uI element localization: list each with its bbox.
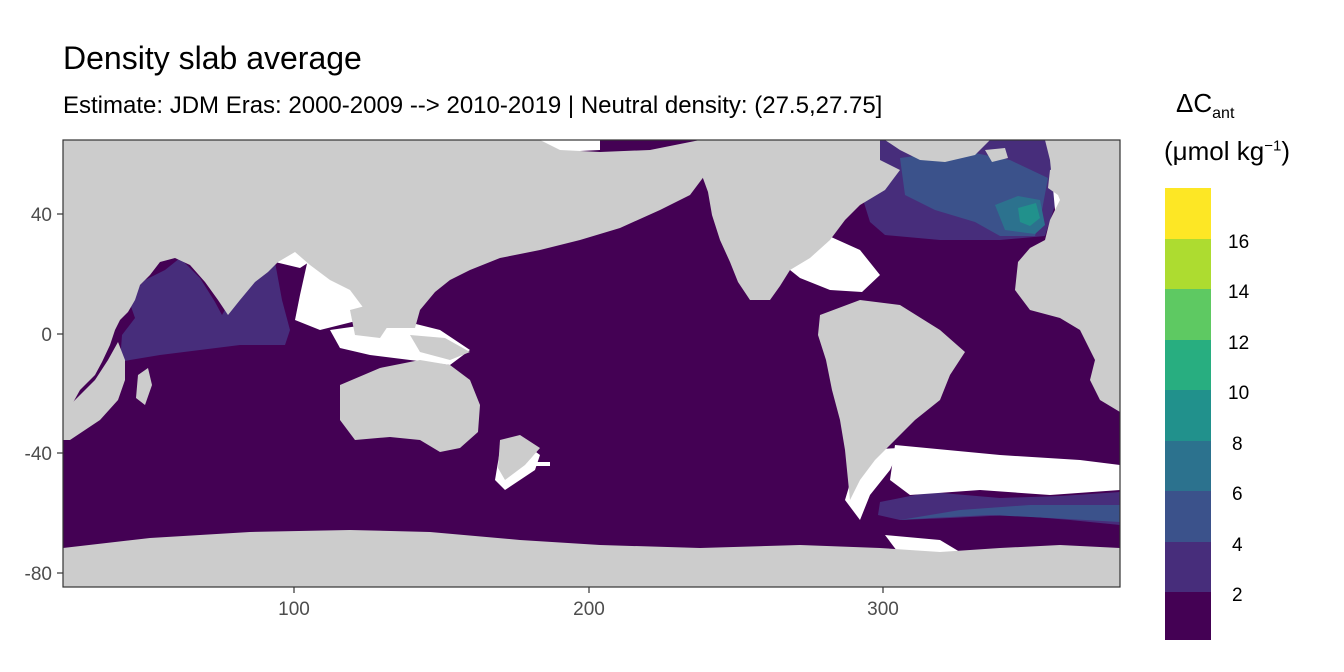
legend-unit-exponent: −1 — [1264, 137, 1282, 155]
y-axis: 40 0 -40 -80 — [25, 205, 63, 585]
x-axis: 100 200 300 — [278, 587, 899, 620]
land — [63, 140, 1120, 587]
x-tick-label: 300 — [867, 599, 899, 620]
legend-unit: (μmol kg−1) — [1164, 136, 1290, 167]
legend-swatch — [1165, 592, 1211, 640]
australia-land — [340, 360, 480, 452]
legend-label: 6 — [1232, 484, 1243, 505]
new-zealand-land — [498, 435, 540, 480]
legend-swatch — [1165, 289, 1211, 340]
europe-africa-land — [1015, 140, 1120, 412]
south-america-land — [818, 300, 965, 500]
legend-title: ΔCant — [1176, 88, 1234, 123]
africa-land — [63, 342, 125, 440]
legend-labels: 16 14 12 10 8 6 4 2 — [1228, 232, 1250, 606]
legend-label: 8 — [1232, 434, 1243, 455]
southern-ocean-anomaly-mid — [900, 505, 1120, 522]
legend-label: 12 — [1228, 333, 1249, 354]
greenland-land — [885, 140, 990, 162]
y-tick-label: -80 — [25, 564, 52, 585]
legend-label: 4 — [1232, 535, 1243, 556]
legend-label: 2 — [1232, 585, 1243, 606]
legend-label: 10 — [1228, 383, 1249, 404]
legend-swatch — [1165, 441, 1211, 491]
legend-swatch — [1165, 390, 1211, 441]
borneo-land — [350, 302, 392, 338]
legend-symbol: ΔC — [1176, 88, 1213, 118]
y-tick-label: -40 — [25, 444, 52, 465]
x-tick-label: 200 — [573, 599, 605, 620]
legend-label: 14 — [1228, 282, 1250, 303]
legend-unit-suffix: ) — [1281, 136, 1290, 166]
legend-subscript: ant — [1212, 105, 1235, 123]
north-america-land — [700, 140, 900, 300]
legend-swatch — [1165, 188, 1211, 239]
chart-subtitle: Estimate: JDM Eras: 2000-2009 --> 2010-2… — [63, 92, 883, 119]
legend-swatch — [1165, 340, 1211, 390]
iceland-land — [985, 148, 1008, 162]
iberian-anomaly-core — [1018, 203, 1040, 226]
legend-colorbar — [1165, 188, 1211, 640]
legend-unit-prefix: (μmol kg — [1164, 136, 1265, 166]
madagascar-land — [136, 368, 152, 405]
panel-border — [62, 139, 1121, 588]
japan-land — [430, 185, 455, 228]
legend-swatch — [1165, 542, 1211, 592]
legend-swatch — [1165, 491, 1211, 542]
y-tick-label: 40 — [31, 205, 52, 226]
british-isles-land — [1048, 165, 1070, 195]
y-tick-label: 0 — [41, 325, 52, 346]
chart-title: Density slab average — [63, 40, 362, 76]
x-tick-label: 100 — [278, 599, 310, 620]
new-guinea-land — [410, 335, 470, 360]
legend-label: 16 — [1228, 232, 1249, 253]
legend-swatch — [1165, 239, 1211, 289]
antarctica-land — [63, 530, 1120, 587]
eurasia-land — [63, 140, 705, 412]
